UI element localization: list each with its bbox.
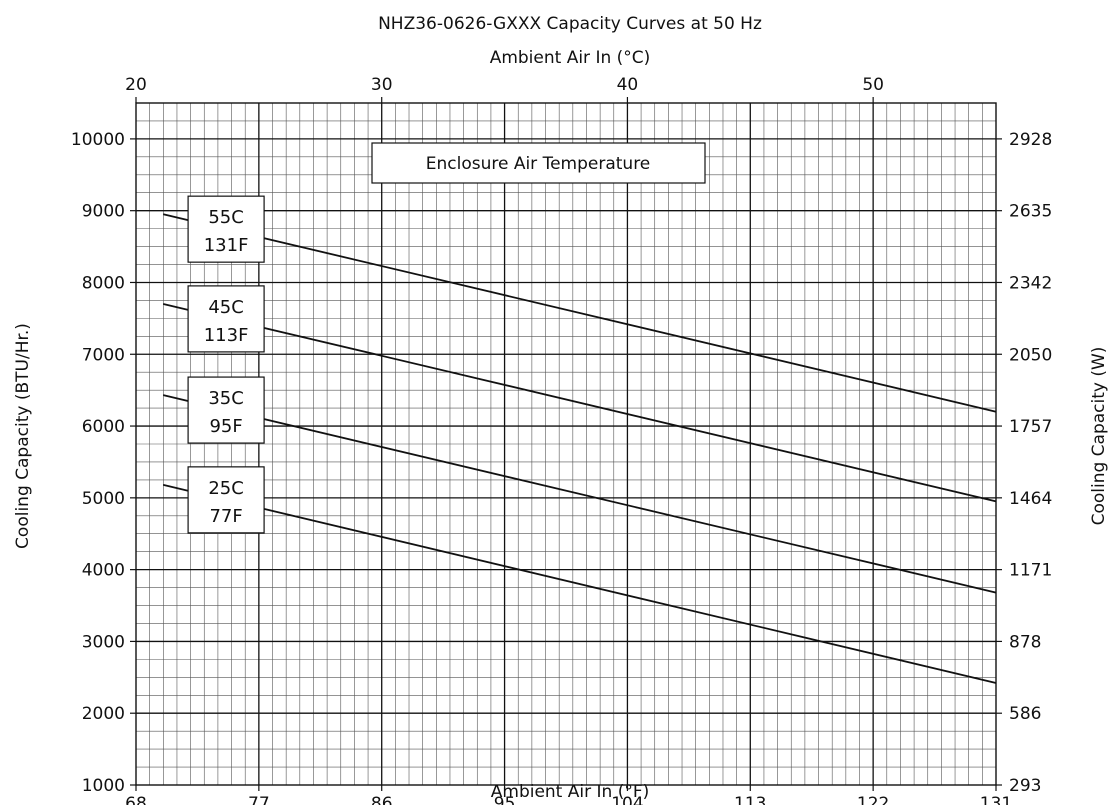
x-tick-label: 113 [734,794,766,805]
x-tick-label: 68 [125,794,147,805]
capacity-curves [163,213,997,684]
series-label-celsius: 55C [208,207,243,228]
y-tick-label: 4000 [82,561,125,581]
series-label-box: 55C 131F [187,195,265,263]
x-top-tick-label: 20 [125,75,147,95]
y-tick-label: 1000 [82,776,125,796]
series-label-frame [187,376,265,444]
y-right-tick-label: 586 [1009,704,1041,724]
series-label-celsius: 45C [208,297,243,318]
x-tick-label: 131 [980,794,1012,805]
major-grid [136,103,996,785]
y-right-tick-label: 2928 [1009,130,1052,150]
capacity-curve [163,303,997,503]
y-right-tick-label: 2635 [1009,202,1052,222]
series-label-celsius: 25C [208,478,243,499]
x-tick-label: 122 [857,794,889,805]
plot-frame [135,102,997,786]
y-right-tick-label: 878 [1009,632,1041,652]
x-tick-label: 77 [248,794,270,805]
y-tick-label: 5000 [82,489,125,509]
capacity-curve [163,213,997,413]
series-label-frame [187,466,265,534]
series-label-fahrenheit: 95F [209,416,242,437]
y-right-tick-label: 293 [1009,776,1041,796]
tick-labels: 68 77 86 95 104 113 122 131 20 30 40 50 1000 2000 3000… [71,75,1052,805]
minor-grid [136,103,996,785]
y-tick-label: 7000 [82,345,125,365]
series-label-frame [187,195,265,263]
y-tick-label: 6000 [82,417,125,437]
x-tick-label: 95 [494,794,516,805]
y-right-tick-label: 1464 [1009,489,1052,509]
y-tick-label: 10000 [71,130,125,150]
y-tick-label: 3000 [82,632,125,652]
series-label-frame [187,285,265,353]
series-label-box: 45C 113F [187,285,265,353]
x-tick-label: 104 [611,794,643,805]
y-right-tick-label: 1757 [1009,417,1052,437]
capacity-curve [163,484,997,684]
capacity-curve [163,394,997,594]
x-top-tick-label: 50 [862,75,884,95]
x-tick-label: 86 [371,794,393,805]
x-top-tick-label: 30 [371,75,393,95]
y-tick-label: 2000 [82,704,125,724]
series-label-fahrenheit: 131F [204,235,249,256]
series-label-fahrenheit: 113F [204,325,249,346]
x-top-tick-label: 40 [617,75,639,95]
series-label-celsius: 35C [208,388,243,409]
chart-title: NHZ36-0626-GXXX Capacity Curves at 50 Hz [378,14,762,34]
y-right-tick-label: 2342 [1009,273,1052,293]
y-right-axis-title: Cooling Capacity (W) [1089,347,1109,526]
y-tick-label: 8000 [82,273,125,293]
y-axis-title: Cooling Capacity (BTU/Hr.) [13,323,33,549]
series-label-fahrenheit: 77F [209,506,242,527]
legend-title-box: Enclosure Air Temperature [371,142,706,184]
x-axis-title: Ambient Air In (°F) [491,782,650,802]
legend-title: Enclosure Air Temperature [426,154,651,174]
y-right-tick-label: 2050 [1009,345,1052,365]
y-right-tick-label: 1171 [1009,561,1052,581]
x-top-axis-title: Ambient Air In (°C) [490,48,651,68]
y-tick-label: 9000 [82,202,125,222]
